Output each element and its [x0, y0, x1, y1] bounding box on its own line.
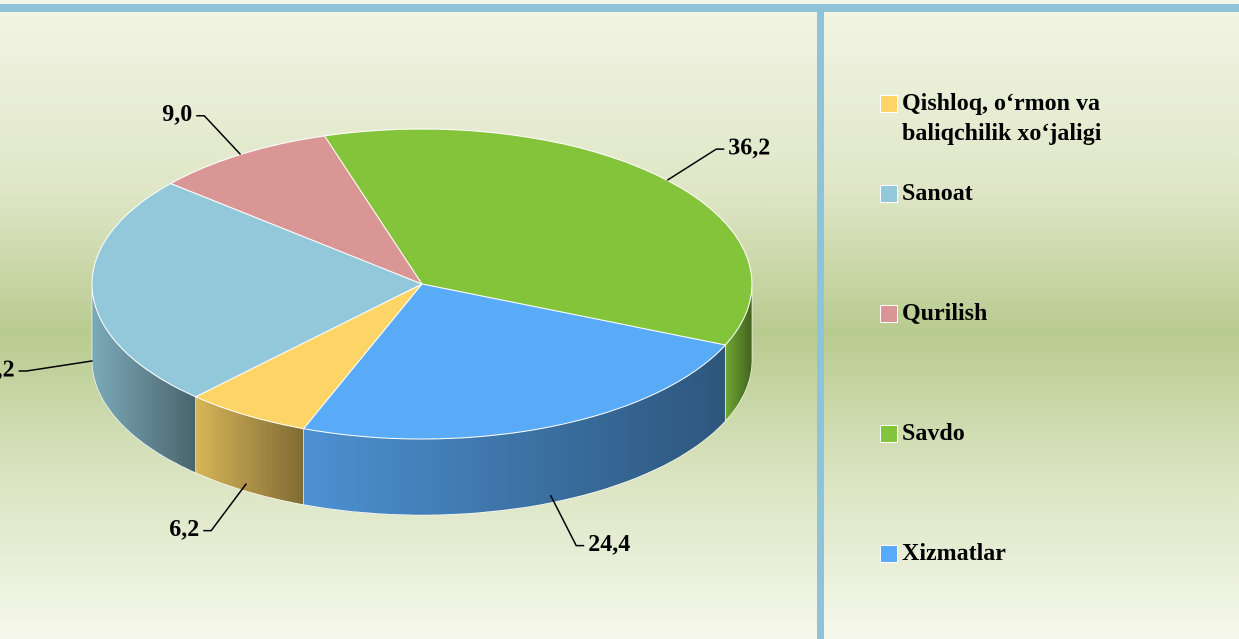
leader-line — [196, 114, 242, 156]
slice — [194, 283, 423, 430]
pie-tops — [91, 128, 753, 440]
data-label: 24,4 — [588, 531, 630, 557]
legend-label: Qurilish — [902, 300, 988, 326]
slice-top — [91, 182, 424, 398]
leader-line — [203, 483, 247, 532]
legend-swatch — [880, 425, 898, 443]
legend-swatch — [880, 95, 898, 113]
data-label: 36,2 — [728, 135, 770, 161]
legend-label: Sanoat — [902, 180, 973, 206]
legend-label: Qishloq, o‘rmon va baliqchilik xo‘jaligi — [902, 90, 1102, 146]
legend-item: Xizmatlar — [880, 538, 1220, 568]
slice — [302, 283, 727, 440]
top-border — [0, 4, 1239, 12]
slice-top — [323, 128, 753, 346]
legend-item: Qurilish — [880, 298, 1220, 328]
divider — [817, 12, 824, 639]
legend-item: Savdo — [880, 418, 1220, 448]
legend-swatch — [880, 305, 898, 323]
legend-label: Savdo — [902, 420, 965, 446]
legend-swatch — [880, 545, 898, 563]
slice-top — [302, 283, 727, 440]
legend-item: Qishloq, o‘rmon va baliqchilik xo‘jaligi — [880, 88, 1220, 148]
leader-line — [18, 360, 93, 372]
leader-line — [549, 494, 585, 547]
slice — [91, 182, 424, 398]
slice — [323, 128, 753, 346]
legend-label: Xizmatlar — [902, 540, 1006, 566]
legend-swatch — [880, 185, 898, 203]
legend-item: Sanoat — [880, 178, 1220, 208]
data-label: 24,2 — [0, 356, 15, 382]
data-label: 9,0 — [162, 101, 192, 127]
data-label: 6,2 — [169, 516, 199, 542]
pie-sides — [91, 283, 753, 516]
pie-area: 6,2 24,2 9,0 36,2 24,4 — [0, 101, 770, 557]
slice-top — [194, 283, 423, 430]
leader-line — [666, 148, 725, 181]
